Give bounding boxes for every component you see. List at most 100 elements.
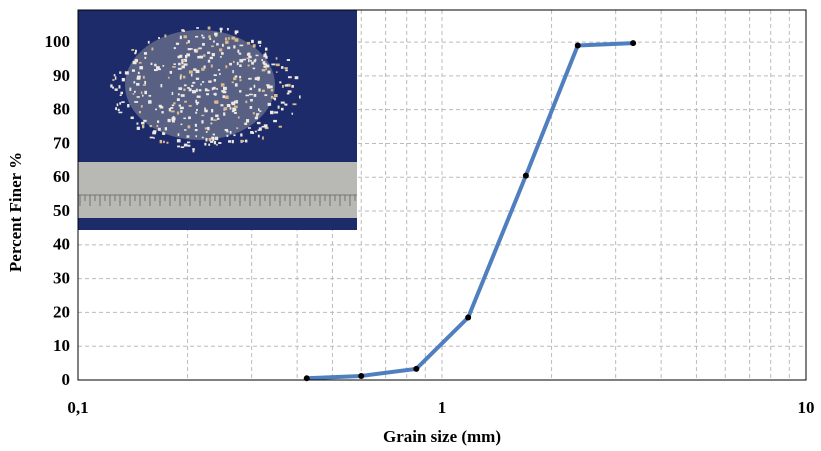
photo-grain <box>133 93 135 95</box>
photo-grain <box>186 42 188 44</box>
photo-grain <box>233 61 235 63</box>
photo-grain <box>157 120 159 122</box>
photo-grain <box>266 84 270 86</box>
photo-grain <box>245 123 247 125</box>
photo-grain <box>230 107 232 109</box>
photo-grain <box>211 64 213 67</box>
photo-grain <box>132 69 135 71</box>
photo-grain <box>268 103 272 106</box>
photo-grain <box>232 140 234 143</box>
photo-grain <box>270 111 274 114</box>
photo-grain <box>211 45 214 47</box>
photo-grain <box>274 94 278 97</box>
photo-grain <box>225 65 227 68</box>
photo-grain <box>152 131 156 134</box>
photo-grain <box>135 59 138 62</box>
photo-grain <box>220 29 222 32</box>
photo-grain <box>191 85 193 87</box>
photo-grain <box>250 60 252 62</box>
photo-grain <box>120 94 122 96</box>
photo-grain <box>237 62 239 65</box>
photo-grain <box>213 134 215 136</box>
photo-grain <box>176 43 179 45</box>
photo-grain <box>208 60 210 63</box>
photo-grain <box>253 68 255 70</box>
photo-grain <box>225 95 229 98</box>
photo-grain <box>186 135 189 137</box>
photo-grain <box>172 104 175 106</box>
photo-grain <box>139 111 141 113</box>
photo-grain <box>262 90 265 92</box>
photo-grain <box>216 88 218 90</box>
photo-grain <box>199 89 202 91</box>
photo-grain <box>234 112 237 114</box>
photo-grain <box>239 76 241 79</box>
photo-grain <box>141 91 143 94</box>
photo-grain <box>282 85 284 88</box>
photo-grain <box>196 49 198 51</box>
photo-grain <box>259 45 261 47</box>
photo-grain <box>151 63 153 65</box>
photo-grain <box>195 129 198 131</box>
photo-grain <box>115 88 118 90</box>
photo-grain <box>254 94 257 97</box>
photo-grain <box>184 84 187 86</box>
photo-grain <box>202 81 204 83</box>
photo-grain <box>209 138 211 141</box>
photo-grain <box>292 113 294 115</box>
photo-grain <box>172 117 176 120</box>
photo-grain <box>131 49 134 51</box>
photo-grain <box>148 100 152 103</box>
y-tick-label: 60 <box>53 167 70 186</box>
photo-grain <box>205 88 208 91</box>
photo-grain <box>151 48 153 51</box>
photo-grain <box>254 85 256 88</box>
photo-grain <box>295 76 299 79</box>
photo-grain <box>181 65 184 68</box>
photo-grain <box>205 138 207 141</box>
photo-grain <box>184 35 187 38</box>
page: {"chart_data": {"type": "line", "xlabel"… <box>0 0 821 451</box>
photo-grain <box>195 91 197 93</box>
photo-grain <box>144 52 147 55</box>
photo-grain <box>273 120 277 122</box>
y-axis-label: Percent Finer % <box>6 152 25 272</box>
photo-grain <box>183 76 186 79</box>
photo-grain <box>263 63 267 65</box>
photo-grain <box>183 89 185 91</box>
photo-grain <box>139 62 142 64</box>
x-tick-label: 1 <box>438 398 447 417</box>
photo-grain <box>170 107 173 109</box>
photo-grain <box>117 103 119 106</box>
photo-grain <box>235 83 238 86</box>
photo-grain <box>218 142 221 144</box>
photo-grain <box>233 77 236 80</box>
photo-grain <box>221 83 225 86</box>
x-tick-label: 0,1 <box>67 398 88 417</box>
photo-grain <box>232 70 234 73</box>
photo-grain <box>245 140 247 143</box>
photo-grain <box>264 94 267 96</box>
photo-grain <box>201 115 204 117</box>
photo-sand <box>125 30 275 140</box>
photo-grain <box>214 137 218 140</box>
photo-grain <box>204 110 207 113</box>
data-point <box>413 366 419 372</box>
photo-grain <box>217 118 220 120</box>
photo-grain <box>121 101 124 103</box>
photo-grain <box>208 26 211 29</box>
photo-grain <box>208 80 211 82</box>
photo-grain <box>181 146 184 148</box>
photo-grain <box>248 78 251 80</box>
photo-grain <box>288 90 292 92</box>
photo-grain <box>178 93 180 95</box>
photo-grain <box>191 74 193 77</box>
photo-grain <box>188 48 191 50</box>
photo-grain <box>163 141 165 143</box>
photo-grain <box>238 116 240 118</box>
photo-grain <box>182 30 185 32</box>
photo-grain <box>184 63 188 65</box>
photo-grain <box>127 104 129 107</box>
photo-grain <box>281 66 284 69</box>
photo-grain <box>227 28 229 30</box>
